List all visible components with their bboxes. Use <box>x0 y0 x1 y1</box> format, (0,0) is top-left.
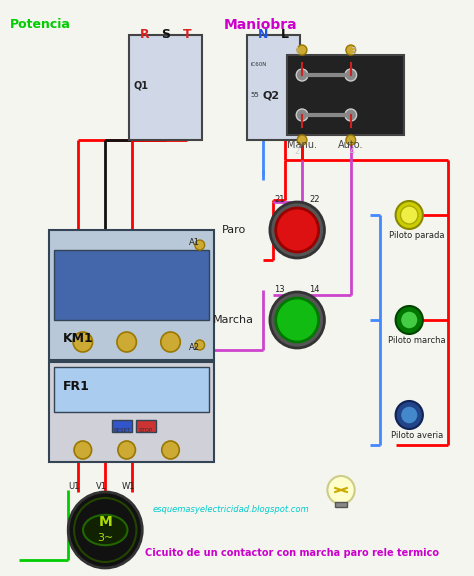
Circle shape <box>296 69 308 81</box>
Circle shape <box>162 441 179 459</box>
Text: Paro: Paro <box>222 225 246 235</box>
Circle shape <box>270 292 325 348</box>
FancyBboxPatch shape <box>246 35 300 140</box>
FancyBboxPatch shape <box>49 362 214 462</box>
Circle shape <box>195 240 205 250</box>
Circle shape <box>345 69 356 81</box>
Text: Q2: Q2 <box>263 90 280 100</box>
Circle shape <box>74 441 91 459</box>
Text: 3: 3 <box>350 47 356 56</box>
Text: A1: A1 <box>190 238 201 247</box>
Circle shape <box>401 311 418 329</box>
Circle shape <box>346 45 356 55</box>
Circle shape <box>276 298 319 342</box>
Text: Piloto marcha: Piloto marcha <box>388 336 446 345</box>
Text: 13: 13 <box>274 285 285 294</box>
Text: Manu.: Manu. <box>287 140 317 150</box>
FancyBboxPatch shape <box>112 420 132 432</box>
Circle shape <box>401 206 418 224</box>
Text: esquemasyelectricidad.blogspot.com: esquemasyelectricidad.blogspot.com <box>153 505 309 514</box>
Text: 2: 2 <box>294 147 300 156</box>
Text: 3~: 3~ <box>97 533 113 543</box>
Circle shape <box>401 406 418 424</box>
Text: V1: V1 <box>96 482 107 491</box>
FancyBboxPatch shape <box>54 367 210 412</box>
Text: STOP: STOP <box>139 428 153 433</box>
Circle shape <box>328 476 355 504</box>
FancyBboxPatch shape <box>137 420 156 432</box>
Text: M: M <box>99 515 112 529</box>
Circle shape <box>296 109 308 121</box>
Text: RESET: RESET <box>113 428 130 433</box>
FancyBboxPatch shape <box>287 55 404 135</box>
Text: Marcha: Marcha <box>213 315 255 325</box>
Text: 4: 4 <box>350 147 356 156</box>
Circle shape <box>346 135 356 145</box>
Circle shape <box>396 306 423 334</box>
Circle shape <box>68 492 142 568</box>
Text: T: T <box>183 28 191 41</box>
Circle shape <box>276 208 319 252</box>
FancyBboxPatch shape <box>128 35 202 140</box>
Circle shape <box>195 340 205 350</box>
Circle shape <box>117 332 137 352</box>
Circle shape <box>297 135 307 145</box>
FancyBboxPatch shape <box>0 0 462 576</box>
Text: 55: 55 <box>250 92 259 98</box>
Circle shape <box>74 498 137 562</box>
FancyBboxPatch shape <box>335 502 347 507</box>
Circle shape <box>118 441 136 459</box>
Circle shape <box>161 332 180 352</box>
FancyBboxPatch shape <box>54 250 210 320</box>
Text: iC60N: iC60N <box>250 63 267 67</box>
Text: Auto.: Auto. <box>338 140 364 150</box>
Text: 22: 22 <box>310 195 320 204</box>
Text: L: L <box>281 28 289 41</box>
Circle shape <box>73 332 92 352</box>
Circle shape <box>396 201 423 229</box>
Text: Maniobra: Maniobra <box>224 18 298 32</box>
Text: Potencia: Potencia <box>10 18 71 31</box>
FancyBboxPatch shape <box>49 230 214 360</box>
Text: 1: 1 <box>294 47 300 56</box>
Text: U1: U1 <box>68 482 80 491</box>
Text: 14: 14 <box>310 285 320 294</box>
Text: Cicuito de un contactor con marcha paro rele termico: Cicuito de un contactor con marcha paro … <box>146 548 439 558</box>
Text: Q1: Q1 <box>134 80 148 90</box>
Text: R: R <box>139 28 149 41</box>
Text: N: N <box>258 28 268 41</box>
Text: KM1: KM1 <box>64 332 94 345</box>
Circle shape <box>396 401 423 429</box>
Text: FR1: FR1 <box>64 381 90 393</box>
Text: W1: W1 <box>122 482 136 491</box>
Circle shape <box>270 202 325 258</box>
Circle shape <box>297 45 307 55</box>
Text: Piloto averia: Piloto averia <box>391 431 443 440</box>
Text: 21: 21 <box>274 195 285 204</box>
Text: Piloto parada: Piloto parada <box>389 231 445 240</box>
Text: A2: A2 <box>190 343 201 352</box>
Text: S: S <box>161 28 170 41</box>
Circle shape <box>345 109 356 121</box>
Ellipse shape <box>83 515 128 545</box>
